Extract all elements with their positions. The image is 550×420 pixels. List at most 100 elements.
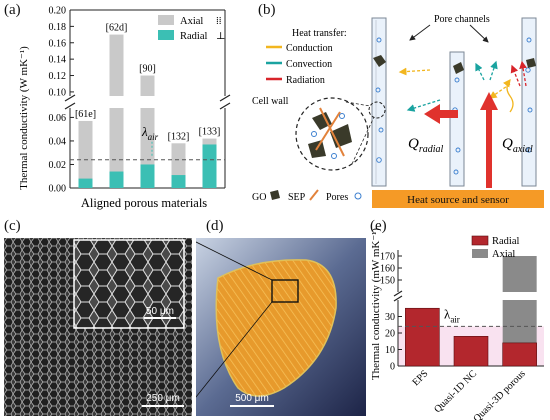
cell-wall-detail (308, 107, 352, 159)
conduction-arrows (398, 67, 514, 113)
legend-radial-symbol: ⊥ (216, 31, 225, 42)
chart-a: Thermal conductivity (W mK⁻¹) Aligned po… (18, 6, 231, 210)
q-radial-arrow (424, 104, 458, 124)
chart-e: Thermal conductivity (mW mK⁻¹) 0 10 20 30 15… (370, 228, 544, 420)
svg-text:Convection: Convection (286, 59, 332, 70)
y-tick-label: 150 (380, 276, 395, 287)
radial-bar (78, 178, 93, 188)
main-scale-bar-label: 250 μm (146, 393, 180, 404)
panel-label-d: (d) (206, 218, 224, 234)
x-axis-label: Aligned porous materials (81, 196, 207, 210)
legend-radiation: Radiation (266, 75, 325, 86)
y-tick-label: 0.18 (49, 22, 67, 33)
y-axis-label: Thermal conductivity (W mK⁻¹) (18, 46, 30, 190)
q-axial-label: Qaxial (502, 136, 533, 155)
axis-break-mark (393, 290, 403, 297)
axial-bar-upper (502, 256, 537, 292)
diagram-b: Heat transfer: Conduction Convection Rad… (252, 14, 544, 208)
radial-bar (109, 171, 124, 188)
y-tick-label: 0.02 (49, 160, 67, 171)
panel-label-e: (e) (370, 218, 387, 234)
radial-bar (453, 336, 489, 367)
axis-break-mark (64, 102, 76, 110)
legend-pores-label: Pores (326, 192, 348, 203)
sample-cross-section (215, 259, 337, 397)
heat-source-label: Heat source and sensor (407, 194, 509, 206)
y-tick-label: 0 (390, 362, 395, 373)
radial-bar (140, 164, 155, 188)
category-label: Quasi-3D porous (471, 368, 527, 420)
y-tick-label: 0.16 (49, 38, 67, 49)
category-label: Quasi-1D NC (432, 368, 479, 415)
pore-icon (354, 192, 362, 200)
legend-axial-swatch (472, 249, 488, 258)
legend-radial-swatch (158, 30, 174, 40)
pore-channel-1 (371, 17, 387, 187)
y-tick-label: 0.10 (49, 87, 67, 98)
y-tick-label: 10 (385, 345, 395, 356)
category-label: [133] (199, 127, 221, 138)
y-tick-label: 160 (380, 264, 395, 275)
svg-text:Conduction: Conduction (286, 43, 333, 54)
category-label: [90] (139, 64, 156, 75)
category-label: [61e] (75, 109, 96, 120)
legend-axial-symbol: ⁞⁞ (216, 16, 222, 27)
y-tick-label: 0.04 (49, 136, 67, 147)
go-icon (270, 190, 280, 200)
scale-bar-label: 500 μm (235, 393, 269, 404)
axis-break-mark (219, 102, 231, 110)
category-label: EPS (410, 368, 430, 388)
panel-label-a: (a) (4, 2, 21, 18)
y-tick-label: 0.06 (49, 113, 67, 124)
axial-bar-upper (109, 34, 124, 96)
radial-bar (171, 175, 186, 188)
axis-break-mark (219, 94, 231, 102)
inset-scale-bar-label: 50 μm (146, 306, 174, 317)
y-axis-label: Thermal conductivity (mW mK⁻¹) (370, 228, 382, 381)
y-tick-label: 0.20 (49, 6, 67, 17)
sem-image-c: 50 μm 250 μm (4, 238, 192, 416)
category-label: [132] (168, 131, 190, 142)
cell-wall-label: Cell wall (252, 96, 289, 107)
category-label: [62d] (106, 23, 128, 34)
q-axial-arrow (480, 92, 498, 188)
radial-bar (405, 307, 440, 367)
legend-radial-swatch (471, 235, 489, 246)
y-tick-label: 30 (385, 312, 395, 323)
axial-bar-upper (140, 75, 155, 96)
legend-axial-label: Axial (180, 16, 203, 27)
cell-wall-zoom-circle (295, 97, 369, 171)
panel-label-b: (b) (258, 2, 276, 18)
axis-break-mark (393, 295, 403, 302)
zoom-box (271, 279, 299, 303)
heat-transfer-title: Heat transfer: (292, 28, 347, 39)
legend-conduction: Conduction (266, 43, 333, 54)
heat-source-bar (372, 190, 544, 208)
svg-text:Radiation: Radiation (286, 75, 325, 86)
legend-radial-label: Radial (180, 31, 207, 42)
convection-arrows (406, 60, 498, 112)
pore-channel-3 (521, 17, 537, 187)
legend-go-label: GO (252, 192, 266, 203)
q-radial-label: Qradial (408, 136, 444, 155)
cell-wall-zoom-source (368, 101, 386, 119)
legend-radial-label: Radial (492, 236, 519, 247)
radial-bar (202, 144, 217, 188)
sem-inset (73, 239, 185, 329)
y-tick-label: 0.14 (49, 55, 67, 66)
y-tick-label: 170 (380, 252, 395, 263)
go-flakes (373, 55, 536, 74)
y-tick-label: 0.00 (49, 184, 67, 195)
pore-channels-label: Pore channels (434, 14, 490, 25)
lambda-air-label: λair (141, 124, 159, 142)
panel-label-c: (c) (4, 218, 21, 234)
legend-axial-label: Axial (492, 249, 515, 260)
axis-break-mark (64, 94, 76, 102)
pore-channel-2 (449, 51, 465, 187)
radial-bar (502, 342, 537, 367)
legend-sep-label: SEP (288, 192, 306, 203)
lambda-air-label: λair (444, 306, 460, 324)
sep-icon (309, 189, 319, 201)
y-tick-label: 20 (385, 329, 395, 340)
